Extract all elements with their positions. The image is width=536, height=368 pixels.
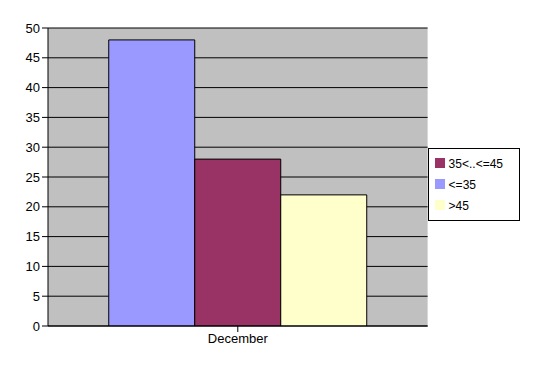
- svg-text:25: 25: [26, 170, 40, 185]
- html-text:<=35: <=35: [448, 177, 476, 192]
- svg-text:35: 35: [26, 110, 40, 125]
- svg-text:30: 30: [26, 140, 40, 155]
- html-text:>45: >45: [448, 198, 469, 213]
- svg-text:December: December: [208, 331, 269, 346]
- svg-text:0: 0: [33, 319, 40, 334]
- svg-text:5: 5: [33, 289, 40, 304]
- svg-text:50: 50: [26, 21, 40, 36]
- svg-text:45: 45: [26, 50, 40, 65]
- svg-text:10: 10: [26, 259, 40, 274]
- html-text:35<..<=45: 35<..<=45: [448, 156, 503, 171]
- svg-text:15: 15: [26, 229, 40, 244]
- svg-text:40: 40: [26, 80, 40, 95]
- svg-text:20: 20: [26, 199, 40, 214]
